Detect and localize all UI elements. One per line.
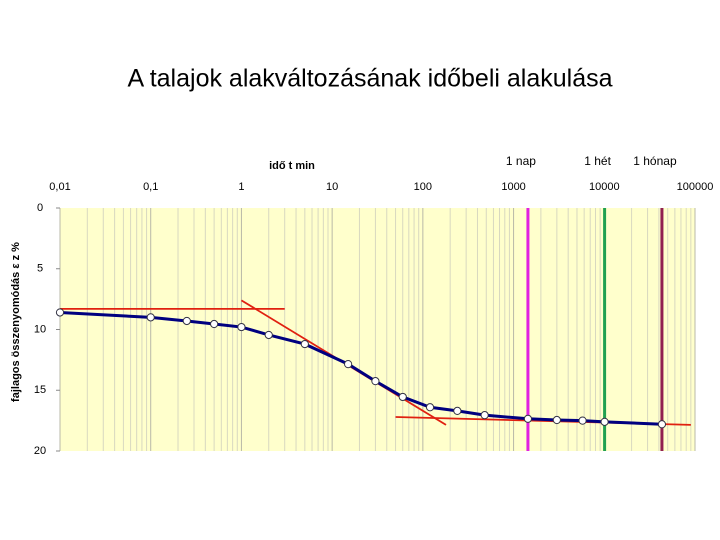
x-tick-label: 0,1 [143,181,158,193]
data-point [210,319,219,329]
x-tick-label: 1000 [501,181,525,193]
data-point [480,411,489,420]
x-tick-label: 10 [326,181,338,193]
data-point [300,339,309,349]
data-point [578,416,587,425]
y-tick-label: 15 [34,384,46,396]
chart-title: A talajok alakváltozásának időbeli alaku… [127,65,612,93]
y-tick-label: 0 [37,202,43,214]
data-point [600,417,609,426]
data-point [237,322,246,332]
data-point [523,414,533,423]
marker-label: 1 nap [506,154,536,168]
y-axis-label: fajlagos összenyomódás ε z % [10,242,22,402]
x-axis-label: idő t min [269,160,315,172]
data-point [425,403,435,412]
data-point [371,377,380,386]
data-point [398,392,407,402]
y-tick-label: 10 [34,323,46,335]
x-tick-label: 100 [414,181,432,193]
data-point [657,420,667,429]
data-point [55,308,65,317]
data-point [264,330,273,340]
x-tick-label: 0,01 [49,181,70,193]
data-point [453,406,462,416]
marker-label: 1 hónap [633,154,677,168]
data-point [146,313,155,322]
data-point [182,316,191,326]
y-tick-label: 20 [34,445,46,457]
x-tick-label: 1 [238,181,244,193]
x-tick-label: 10000 [589,181,620,193]
marker-label: 1 hét [584,154,611,168]
data-point [552,415,561,425]
data-line [59,310,662,426]
x-tick-label: 100000 [677,181,714,193]
plot-area [60,208,695,451]
data-point [344,360,353,369]
y-tick-label: 5 [37,263,43,275]
